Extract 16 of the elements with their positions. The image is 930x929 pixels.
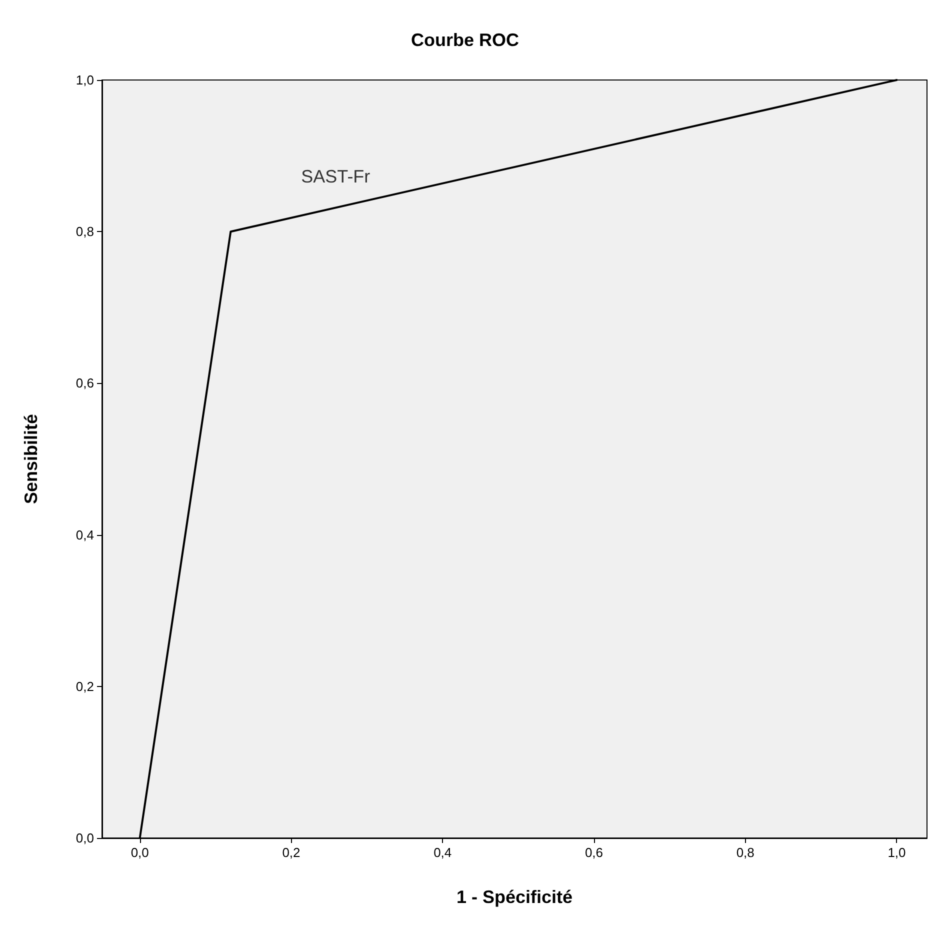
y-axis-title: Sensibilité — [21, 414, 41, 504]
chart-title: Courbe ROC — [411, 30, 519, 50]
x-tick-label: 0,6 — [584, 845, 604, 860]
x-tick-label: 0,8 — [736, 845, 754, 860]
series-label: SAST-Fr — [301, 166, 370, 187]
y-tick-label: 1,0 — [76, 72, 94, 88]
y-tick-label: 0,6 — [76, 376, 94, 391]
y-tick-label: 0,0 — [76, 830, 94, 846]
y-tick-label: 0,8 — [76, 224, 94, 240]
x-tick-label: 0,4 — [434, 845, 452, 860]
y-tick-label: 0,4 — [76, 527, 94, 542]
y-tick-label: 0,2 — [76, 678, 94, 694]
x-tick-label: 0,2 — [282, 845, 300, 860]
x-tick-label: 1,0 — [888, 845, 906, 860]
x-tick-label: 0,0 — [130, 845, 149, 860]
x-axis-title: 1 - Spécificité — [456, 887, 573, 907]
